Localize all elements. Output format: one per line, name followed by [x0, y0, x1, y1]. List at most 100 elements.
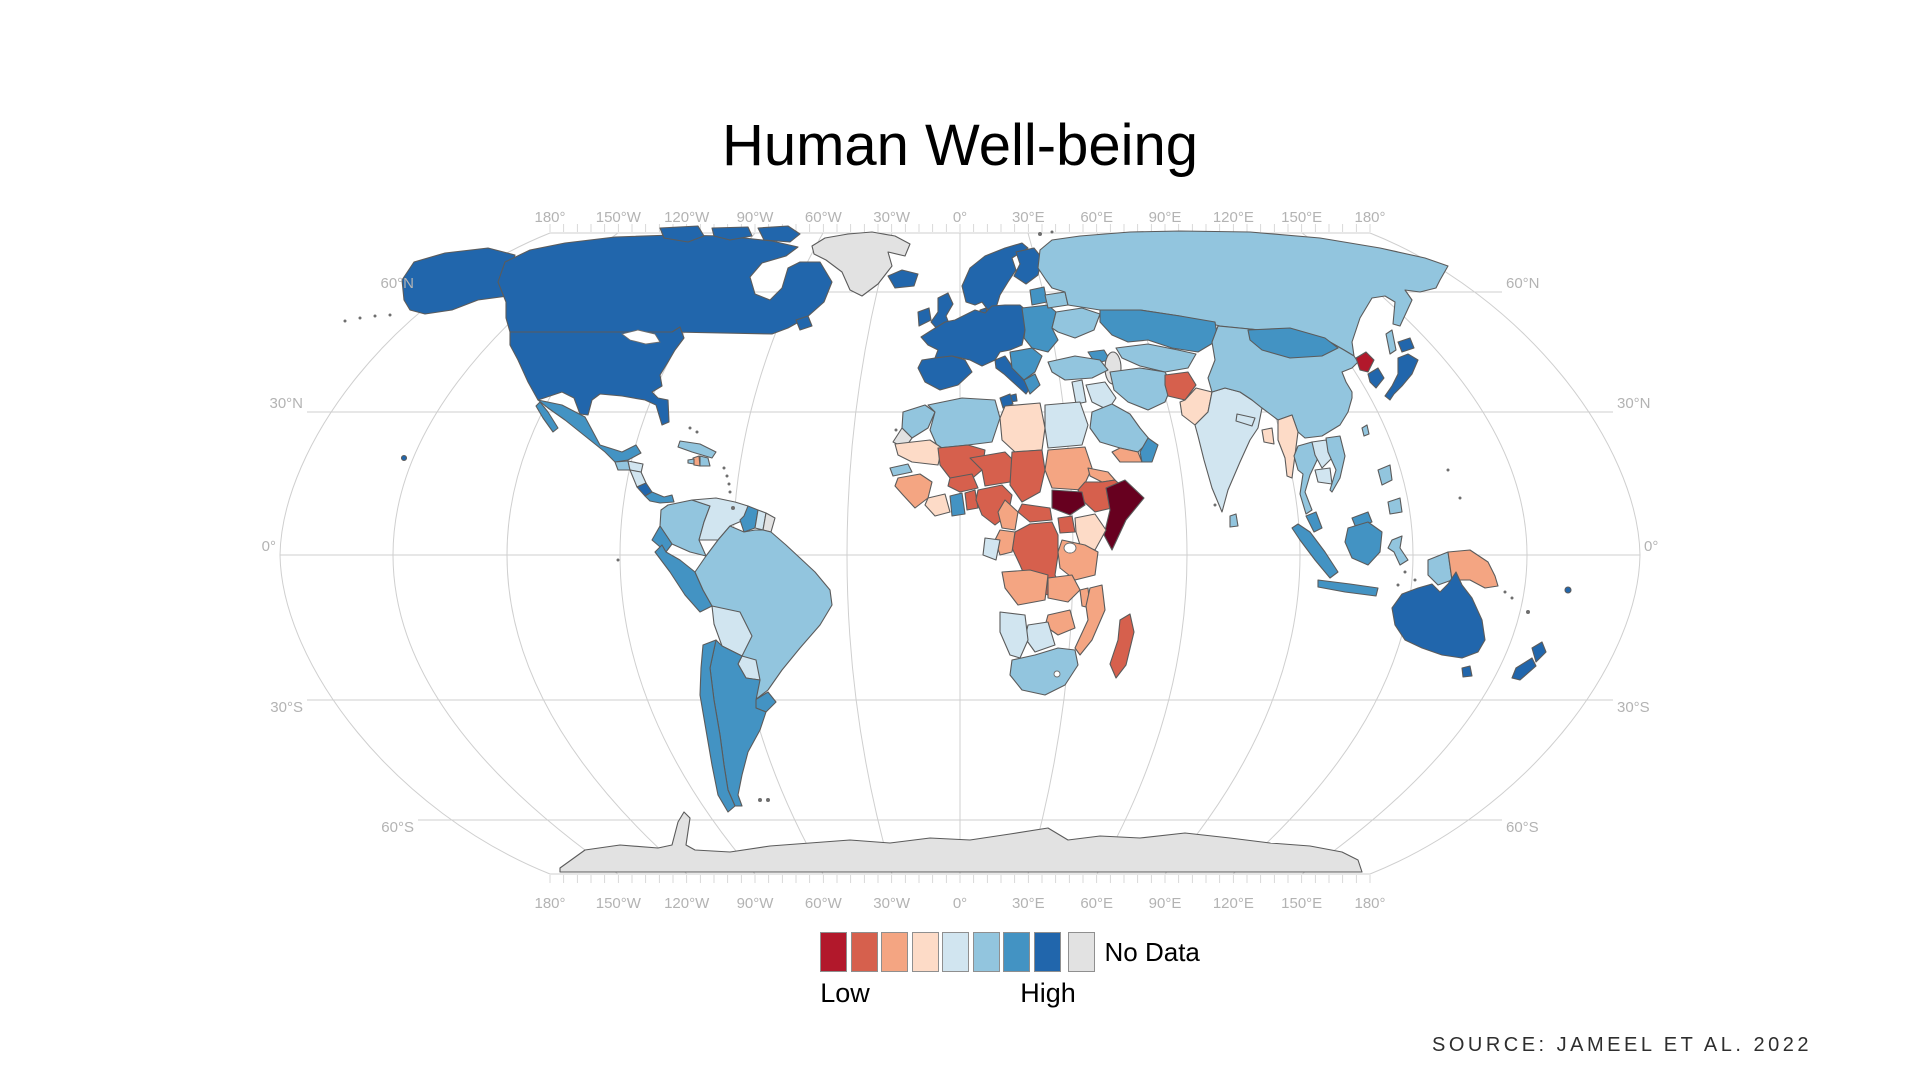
region-malaysia [1305, 511, 1323, 533]
region-south-africa [1009, 647, 1079, 696]
lat-label-30n-left: 30°N [269, 395, 303, 412]
region-mindanao [1387, 497, 1403, 515]
region-west-papua [1427, 551, 1453, 586]
region-sulawesi [1387, 535, 1409, 566]
region-fiji [1564, 586, 1572, 594]
region-sri-lanka [1229, 513, 1239, 528]
region-arctic-island-1 [659, 225, 705, 243]
source-credit: SOURCE: JAMEEL ET AL. 2022 [1431, 1034, 1812, 1056]
region-peru [654, 544, 713, 613]
region-arctic-island-2 [711, 226, 753, 241]
lon-label-top: 60°W [805, 209, 843, 226]
region-gabon [982, 537, 1001, 561]
region-borneo [1344, 521, 1383, 566]
region-balkans [1009, 347, 1043, 381]
region-japan [1384, 353, 1419, 401]
region-south-sudan [1051, 489, 1086, 516]
lon-label-top: 90°W [737, 209, 775, 226]
region-eastern-europe [1021, 304, 1059, 353]
lon-label-top: 90°E [1149, 209, 1182, 226]
region-algeria [927, 397, 1001, 449]
region-central-african-republic [1017, 503, 1053, 523]
region-greece [1023, 373, 1041, 395]
region-turkey [1047, 355, 1109, 381]
region-hokkaido [1397, 337, 1415, 353]
lon-label-bottom: 180° [534, 895, 565, 912]
region-finland [1013, 247, 1043, 285]
region-levant [1071, 379, 1087, 405]
region-chad [1009, 449, 1046, 503]
legend-high-label: High [1020, 978, 1076, 1008]
region-new-zealand-north [1531, 641, 1547, 663]
lon-label-top: 180° [1354, 209, 1385, 226]
region-zambia [1047, 574, 1081, 603]
legend-swatch-bin8 [1033, 932, 1061, 972]
region-cuba [677, 440, 717, 459]
region-newfoundland [795, 315, 813, 331]
lon-label-bottom: 120°E [1213, 895, 1254, 912]
region-mexico [537, 399, 642, 463]
legend-no-data-label: No Data [1104, 937, 1200, 967]
island-specks [343, 230, 1530, 802]
region-taiwan [1361, 424, 1370, 437]
region-central-asia [1115, 343, 1197, 373]
legend-low-label: Low [820, 978, 870, 1008]
region-chile [699, 639, 736, 813]
lesotho-enclave [1053, 670, 1061, 678]
region-greenland [811, 231, 911, 297]
color-legend: No Data [820, 932, 1200, 972]
region-iran [1109, 367, 1173, 411]
region-bangladesh [1261, 427, 1275, 445]
region-somalia [1103, 479, 1145, 551]
region-baltic-states [1029, 286, 1048, 306]
lat-label-30s-left: 30°S [270, 699, 303, 716]
region-canada [497, 234, 833, 335]
lon-labels: 180° 180° 150°W 150°W 120°W 120°W 90°W 90°W 60°W… [534, 209, 1385, 912]
region-new-zealand-south [1511, 657, 1537, 681]
region-nepal [1235, 413, 1256, 427]
lon-label-bottom: 150°W [596, 895, 642, 912]
region-libya [999, 402, 1046, 453]
region-vietnam [1325, 435, 1346, 493]
lon-label-top: 150°W [596, 209, 642, 226]
page-title: Human Well-being [721, 113, 1199, 178]
lat-label-0-left: 0° [262, 538, 276, 555]
lat-label-60s-left: 60°S [381, 819, 414, 836]
region-dominican-republic [699, 455, 711, 467]
lon-label-top: 0° [953, 209, 967, 226]
region-namibia [999, 611, 1029, 659]
region-ireland [917, 307, 932, 327]
region-north-korea [1355, 351, 1375, 373]
lon-label-bottom: 60°E [1080, 895, 1113, 912]
lon-label-top: 30°W [873, 209, 911, 226]
legend-swatch-bin3 [881, 932, 908, 972]
lon-label-bottom: 90°E [1149, 895, 1182, 912]
lon-label-bottom: 60°W [805, 895, 843, 912]
legend-swatch-no-data [1068, 932, 1095, 972]
region-italy [994, 355, 1031, 395]
lat-label-60s-right: 60°S [1506, 819, 1539, 836]
region-congo [994, 529, 1016, 556]
region-eritrea [1087, 467, 1116, 483]
lon-label-top: 30°E [1012, 209, 1045, 226]
region-cameroon [997, 499, 1019, 531]
lon-label-bottom: 90°W [737, 895, 775, 912]
lat-labels: 60°N 30°N 0° 30°S 60°S 60°N 30°N 0° 30°S… [262, 275, 1659, 836]
lon-label-top: 120°E [1213, 209, 1254, 226]
region-mauritania [894, 439, 943, 466]
region-hawaii [400, 454, 408, 462]
lon-label-top: 60°E [1080, 209, 1113, 226]
region-north-borneo [1351, 511, 1373, 529]
region-guinea [894, 473, 933, 509]
region-belarus [1044, 291, 1069, 309]
region-western-europe [920, 304, 1029, 367]
region-mali [937, 444, 986, 483]
region-angola [1001, 569, 1049, 606]
region-burkina-faso [947, 473, 979, 493]
region-usa [509, 326, 685, 426]
lon-label-bottom: 30°E [1012, 895, 1045, 912]
region-ivory-coast [924, 493, 951, 517]
legend-swatch-bin5 [942, 932, 969, 972]
region-togo-benin [964, 489, 979, 511]
